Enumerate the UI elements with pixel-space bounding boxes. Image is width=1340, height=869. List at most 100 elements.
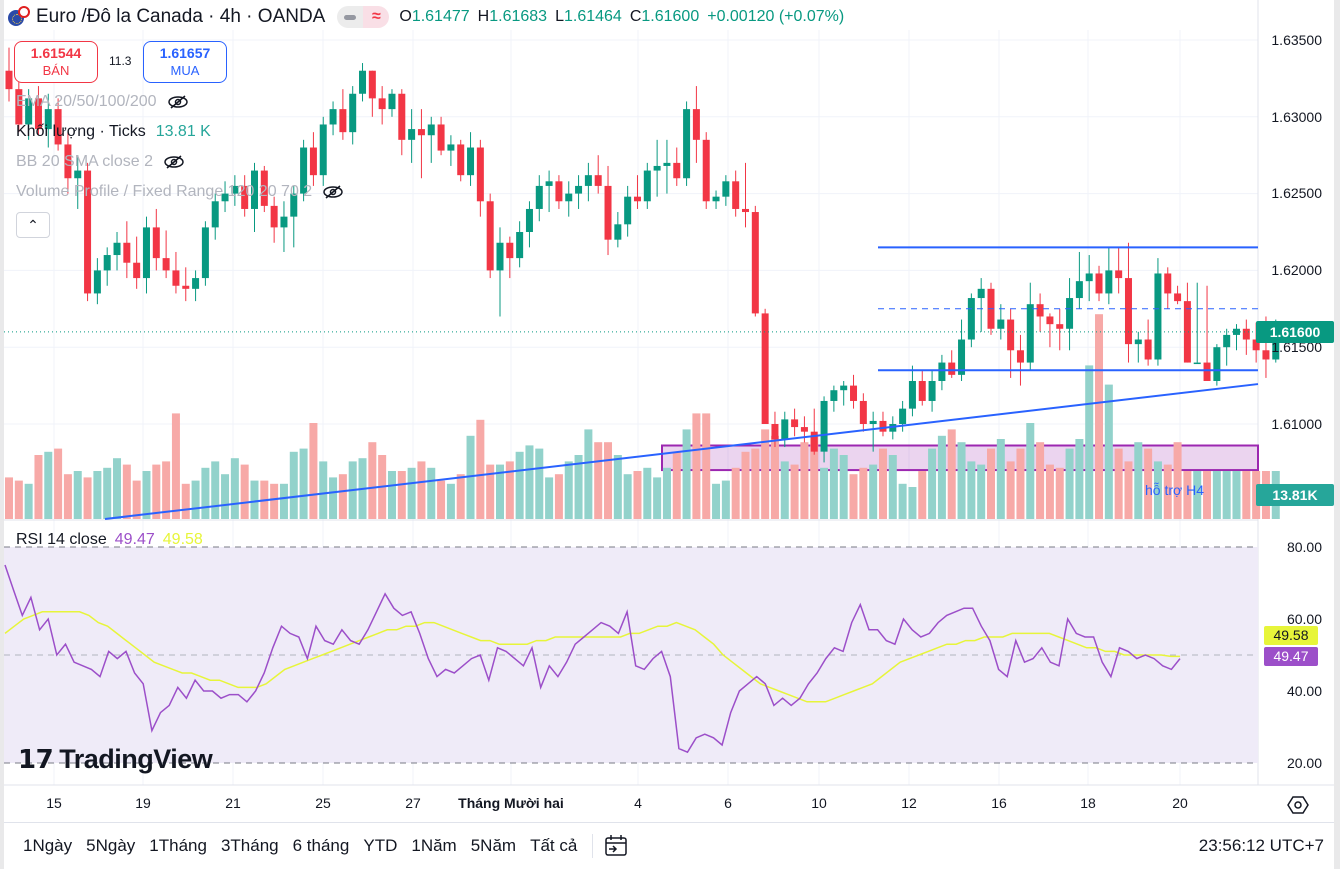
volume-bar <box>1036 442 1045 519</box>
candle-body <box>742 208 749 213</box>
range-1m-button[interactable]: 1Tháng <box>149 836 207 855</box>
price-axis-label: 1.63500 <box>1271 32 1322 48</box>
volume-bar <box>869 464 878 519</box>
eye-off-icon[interactable] <box>322 185 344 199</box>
sell-label: BÁN <box>42 63 70 78</box>
range-5d-button[interactable]: 5Ngày <box>86 836 136 855</box>
candle-body <box>1272 331 1280 360</box>
left-edge <box>0 0 4 869</box>
candle-body <box>437 124 445 151</box>
volume-bars <box>5 314 1280 519</box>
goto-date-calendar-icon[interactable] <box>603 834 629 858</box>
candle-body <box>948 362 956 375</box>
rsi-axis-label: 60.00 <box>1286 611 1322 627</box>
range-3m-button[interactable]: 3Tháng <box>220 836 279 855</box>
indicator-bb[interactable]: BB 20 SMA close 2 <box>16 153 185 171</box>
candle-body <box>1007 319 1015 351</box>
candle-body <box>25 98 33 125</box>
candle-body <box>565 193 573 202</box>
candle-body <box>457 144 465 176</box>
volume-bar <box>83 477 92 519</box>
candle-body <box>633 196 641 202</box>
candle-body <box>280 216 288 228</box>
buy-label: MUA <box>170 63 200 78</box>
eye-off-icon[interactable] <box>167 95 189 109</box>
volume-bar <box>1006 461 1015 519</box>
candle-body <box>1164 273 1172 294</box>
candle-body <box>54 109 62 145</box>
rsi-ma-line <box>4 611 1180 703</box>
indicator-ema[interactable]: EMA 20/50/100/200 <box>16 93 189 111</box>
candle-body <box>889 424 897 432</box>
settings-hex-icon[interactable] <box>1287 795 1309 815</box>
candle-body <box>221 193 229 202</box>
range-toolbar: 1Ngày 5Ngày 1Tháng 3Tháng 6 tháng YTD 1N… <box>0 823 1334 869</box>
candle-body <box>594 175 602 186</box>
pill-toggle[interactable]: ≈ <box>337 6 390 28</box>
volume-bar <box>1183 471 1192 519</box>
candle-body <box>958 339 966 375</box>
range-1y-button[interactable]: 1Năm <box>411 836 457 855</box>
tradingview-logo[interactable]: 𝟭𝟳 TradingView <box>18 744 213 775</box>
clock-timezone[interactable]: 23:56:12 UTC+7 <box>1198 836 1324 855</box>
volume-bar <box>437 480 446 519</box>
volume-bar <box>1222 471 1231 519</box>
time-axis-label: 6 <box>724 795 732 811</box>
range-5y-button[interactable]: 5Năm <box>470 836 517 855</box>
symbol-title[interactable]: Euro /Đô la Canada · 4h · OANDA <box>36 6 326 27</box>
candle-body <box>192 278 200 289</box>
candle-body <box>103 255 111 271</box>
rsi-ma-value: 49.58 <box>162 531 203 548</box>
volume-bar <box>918 471 927 519</box>
candle-body <box>172 270 180 286</box>
sell-button[interactable]: 1.61544 BÁN <box>14 41 98 83</box>
support-annotation[interactable]: hỗ trợ H4 <box>1145 482 1204 498</box>
volume-bar <box>122 464 131 519</box>
candle-body <box>74 170 82 179</box>
spread-value: 11.3 <box>109 54 132 68</box>
indicator-volume[interactable]: Khối lượng · Ticks 13.81 K <box>16 123 211 140</box>
candle-body <box>34 98 42 130</box>
candle-body <box>417 129 425 136</box>
collapse-indicators-button[interactable]: ⌃ <box>16 212 50 238</box>
minus-icon[interactable] <box>337 6 364 28</box>
volume-bar <box>1055 467 1064 519</box>
chart-canvas[interactable] <box>0 0 1334 822</box>
candle-body <box>378 98 386 110</box>
candle-body <box>1075 281 1083 299</box>
price-change: +0.00120 (+0.07%) <box>707 8 845 25</box>
range-1d-button[interactable]: 1Ngày <box>23 836 73 855</box>
range-all-button[interactable]: Tất cả <box>530 836 578 855</box>
volume-bar <box>692 413 701 519</box>
candle-body <box>800 427 808 432</box>
candle-body <box>1056 324 1064 329</box>
indicator-volume-profile[interactable]: Volume Profile / Fixed Range 120 20 70 2 <box>16 183 344 201</box>
volume-bar <box>407 467 416 519</box>
candle-body <box>850 385 858 401</box>
candle-body <box>1124 278 1132 345</box>
volume-bar <box>554 474 563 519</box>
candle-body <box>211 201 219 228</box>
price-axis-label: 1.62500 <box>1271 185 1322 201</box>
current-volume-tag: 13.81K <box>1256 484 1334 506</box>
approx-icon[interactable]: ≈ <box>363 6 390 28</box>
ohlc-values: O1.61477 H1.61683 L1.61464 C1.61600 +0.0… <box>399 8 844 26</box>
eye-off-icon[interactable] <box>163 155 185 169</box>
volume-bar <box>1016 448 1025 519</box>
right-edge <box>1334 0 1340 869</box>
volume-bar <box>839 455 848 519</box>
time-axis-label: 21 <box>225 795 241 811</box>
candle-body <box>64 144 72 179</box>
volume-bar <box>476 419 485 519</box>
rsi-legend[interactable]: RSI 14 close 49.47 49.58 <box>16 531 203 549</box>
buy-button[interactable]: 1.61657 MUA <box>143 41 227 83</box>
range-ytd-button[interactable]: YTD <box>363 836 398 855</box>
volume-bar <box>201 467 210 519</box>
volume-bar <box>859 467 868 519</box>
toolbar-separator <box>592 834 594 858</box>
range-6m-button[interactable]: 6 tháng <box>292 836 350 855</box>
candle-body <box>123 242 131 263</box>
volume-bar <box>996 439 1005 519</box>
candle-body <box>300 147 308 194</box>
candle-body <box>1174 293 1182 302</box>
